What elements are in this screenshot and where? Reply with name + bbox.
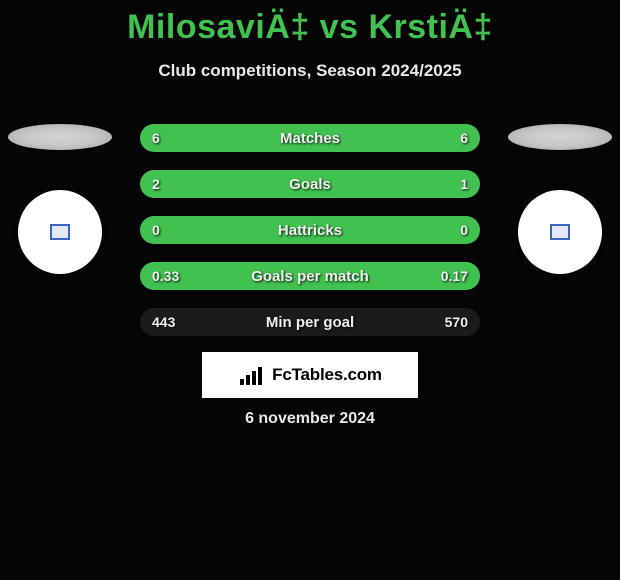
placeholder-icon — [50, 224, 70, 240]
stat-label: Goals — [140, 170, 480, 198]
placeholder-icon — [550, 224, 570, 240]
player-right-name-ellipse — [508, 124, 612, 150]
stat-bar: 66Matches — [140, 124, 480, 152]
subtitle: Club competitions, Season 2024/2025 — [0, 61, 620, 81]
player-left-avatar[interactable] — [18, 190, 102, 274]
player-left-column — [0, 126, 120, 274]
stat-bars: 66Matches 21Goals 00Hattricks 0.330.17Goals… — [140, 124, 480, 354]
stat-bar: 21Goals — [140, 170, 480, 198]
player-left-name-ellipse — [8, 124, 112, 150]
player-right-avatar[interactable] — [518, 190, 602, 274]
player-right-column — [500, 126, 620, 274]
stat-bar: 0.330.17Goals per match — [140, 262, 480, 290]
banner-text: FcTables.com — [272, 365, 382, 385]
stat-label: Goals per match — [140, 262, 480, 290]
stat-label: Hattricks — [140, 216, 480, 244]
page-title: MilosaviÄ‡ vs KrstiÄ‡ — [0, 8, 620, 47]
date-label: 6 november 2024 — [0, 410, 620, 428]
bar-chart-icon — [238, 365, 266, 385]
stat-label: Min per goal — [140, 308, 480, 336]
stat-bar: 00Hattricks — [140, 216, 480, 244]
stat-bar: 443570Min per goal — [140, 308, 480, 336]
stat-label: Matches — [140, 124, 480, 152]
fctables-banner[interactable]: FcTables.com — [202, 352, 418, 398]
comparison-widget: MilosaviÄ‡ vs KrstiÄ‡ Club competitions,… — [0, 0, 620, 580]
